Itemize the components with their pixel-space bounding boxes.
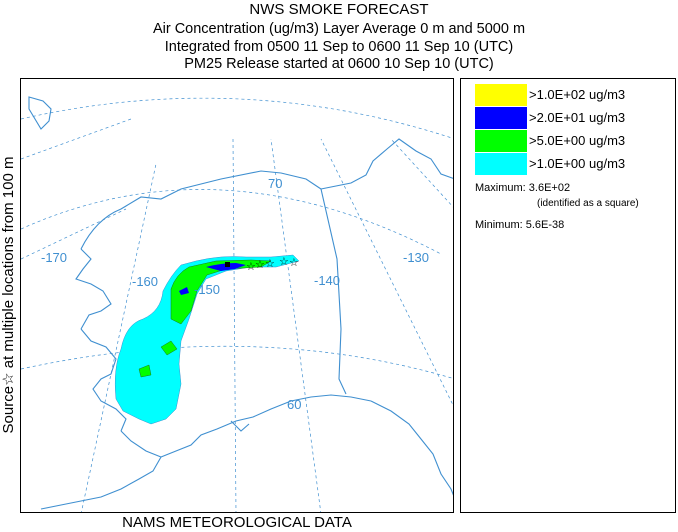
source-star-1: ☆ <box>246 260 256 273</box>
legend-label: >2.0E+01 ug/m3 <box>529 110 626 125</box>
plume-level-20-patch <box>179 287 189 295</box>
lon-label-170: -170 <box>41 250 67 265</box>
lon-label-140: -140 <box>314 273 340 288</box>
footer-data-source: NAMS METEOROLOGICAL DATA <box>122 514 352 531</box>
alaska-peninsula-coast <box>40 430 162 510</box>
lat-label-60: 60 <box>287 397 301 412</box>
gulf-of-alaska-coast <box>160 394 372 458</box>
maximum-value: Maximum: 3.6E+02 <box>475 182 571 194</box>
southeast-alaska-coast <box>370 400 453 496</box>
legend-swatch-cyan <box>475 153 527 175</box>
latitude-line-60 <box>21 345 453 379</box>
source-star-3: ☆ <box>265 257 275 270</box>
canada-border <box>320 188 347 395</box>
lon-label-130: -130 <box>403 250 429 265</box>
longitude-line-135 <box>320 138 453 406</box>
map-panel: ☆ ☆ ☆ ☆ ☆ -170 -160 -150 -140 -130 70 60 <box>20 78 454 513</box>
maximum-note: (identified as a square) <box>537 198 639 209</box>
longitude-line-175 <box>21 118 132 160</box>
west-coast-central <box>80 328 127 432</box>
smoke-plume <box>114 254 300 425</box>
latitude-line-70 <box>21 189 442 255</box>
plume-level-5-patch <box>138 364 152 378</box>
north-coast <box>80 170 322 250</box>
source-side-label: Source☆ at multiple locations from 100 m <box>0 156 17 434</box>
lon-label-160: -160 <box>132 274 158 289</box>
plume-level-1 <box>114 254 300 425</box>
legend-panel: >1.0E+02 ug/m3 >2.0E+01 ug/m3 >5.0E+00 u… <box>460 78 676 513</box>
maximum-square-marker <box>225 262 230 267</box>
title-release-start: PM25 Release started at 0600 10 Sep 10 (… <box>184 56 494 72</box>
island-coast <box>28 96 52 130</box>
legend-label: >5.0E+00 ug/m3 <box>529 133 626 148</box>
legend-swatch-green <box>475 130 527 152</box>
title-main: NWS SMOKE FORECAST <box>249 1 429 18</box>
alaska-map: ☆ ☆ ☆ ☆ ☆ -170 -160 -150 -140 -130 70 60 <box>21 96 453 512</box>
longitude-line-130 <box>390 138 453 208</box>
plume-level-5 <box>170 259 272 325</box>
legend-label: >1.0E+00 ug/m3 <box>529 156 626 171</box>
plume-level-5-patch-2 <box>160 340 178 356</box>
source-star-2: ☆ <box>255 258 265 271</box>
lat-label-70: 70 <box>268 176 282 191</box>
legend-label: >1.0E+02 ug/m3 <box>529 87 626 102</box>
graticule <box>21 97 453 512</box>
west-coast-north <box>75 248 112 330</box>
longitude-line-150 <box>232 138 237 512</box>
legend-swatch-yellow <box>475 84 527 106</box>
longitude-line-145 <box>270 138 322 512</box>
minimum-value: Minimum: 5.6E-38 <box>475 219 565 231</box>
lon-label-150: -150 <box>194 282 220 297</box>
legend-swatch-blue <box>475 107 527 129</box>
title-concentration: Air Concentration (ug/m3) Layer Average … <box>152 21 526 37</box>
latitude-line-75 <box>21 97 453 139</box>
coastlines <box>28 96 453 510</box>
source-star-5: ☆ <box>289 256 299 269</box>
title-integration-period: Integrated from 0500 11 Sep to 0600 11 S… <box>164 39 514 55</box>
cook-inlet-coast <box>230 420 250 432</box>
source-markers: ☆ ☆ ☆ ☆ ☆ <box>246 255 299 273</box>
canada-arctic-coast <box>320 138 453 190</box>
source-star-4: ☆ <box>279 255 289 268</box>
longitude-line-170 <box>21 208 127 260</box>
